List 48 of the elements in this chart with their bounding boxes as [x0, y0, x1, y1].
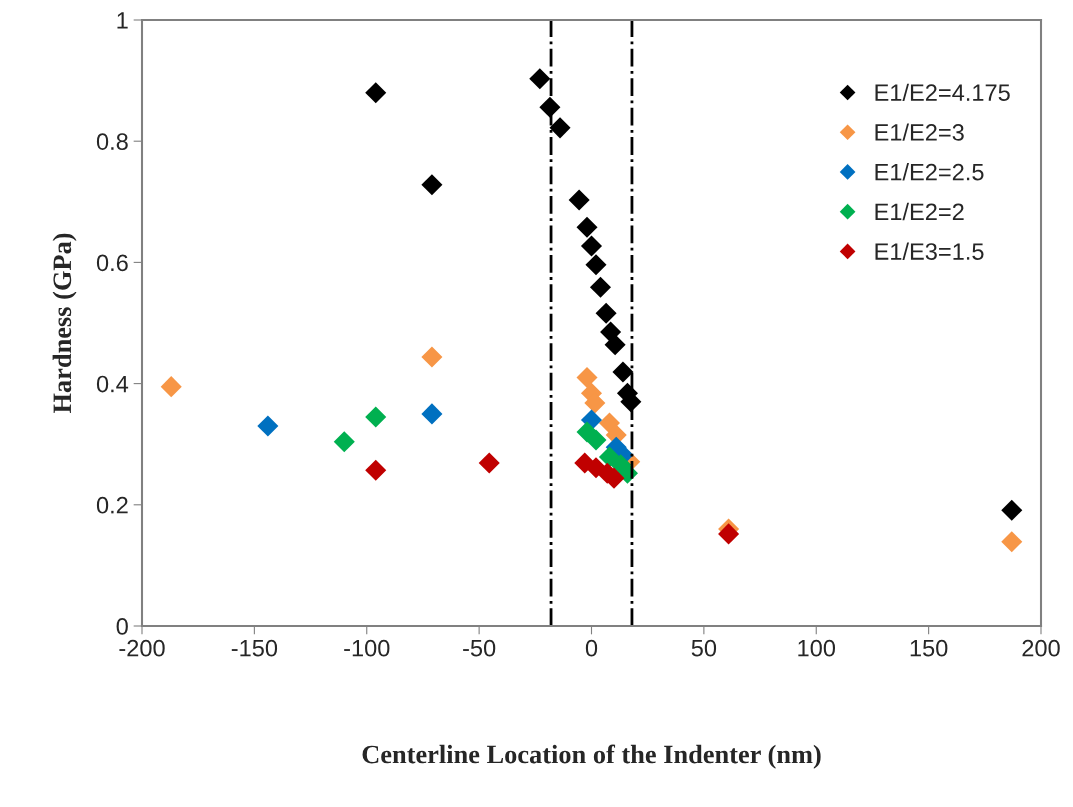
- x-tick-label: -200: [119, 639, 165, 657]
- legend-label: E1/E2=2: [875, 202, 964, 221]
- legend-label: E1/E2=4.175: [875, 83, 1010, 102]
- point: [257, 415, 279, 437]
- x-tick-label: -100: [344, 639, 390, 657]
- point: [568, 189, 590, 211]
- point: [598, 412, 621, 434]
- y-tick-label: 0.8: [96, 133, 128, 150]
- point: [421, 174, 443, 196]
- point: [365, 406, 387, 428]
- point: [604, 334, 626, 356]
- point: [1001, 499, 1023, 521]
- y-tick-label: 0: [116, 618, 128, 635]
- point: [576, 367, 598, 389]
- point: [478, 452, 500, 474]
- x-tick-label: -150: [231, 639, 278, 657]
- point: [1001, 531, 1023, 553]
- legend-label: E1/E2=2.5: [875, 163, 984, 181]
- point: [160, 376, 182, 398]
- legend-label: E1/E2=3: [875, 123, 964, 141]
- x-tick-label: 50: [691, 639, 717, 657]
- point: [529, 68, 551, 90]
- y-tick-label: 0.6: [96, 254, 128, 272]
- point: [612, 361, 634, 383]
- point: [365, 82, 387, 104]
- point: [576, 216, 598, 238]
- point: [718, 523, 740, 545]
- x-tick-label: 0: [585, 639, 598, 657]
- point: [595, 302, 617, 324]
- point: [421, 403, 443, 425]
- point: [365, 459, 387, 481]
- x-tick-label: 150: [910, 639, 948, 657]
- y-tick-label: 1: [117, 12, 128, 29]
- point: [589, 276, 612, 298]
- legend-label: E1/E3=1.5: [875, 242, 984, 260]
- point: [580, 235, 603, 257]
- x-tick-label: -50: [463, 639, 496, 657]
- y-axis-title: Hardness (GPa): [52, 233, 77, 414]
- point: [585, 429, 607, 451]
- y-tick-label: 0.2: [96, 496, 128, 514]
- point: [333, 431, 355, 453]
- point: [585, 254, 607, 276]
- x-tick-label: 100: [798, 639, 836, 657]
- x-axis-title: Centerline Location of the Indenter (nm): [362, 744, 821, 769]
- point: [421, 346, 443, 368]
- point: [549, 117, 571, 139]
- x-tick-label: 200: [1022, 639, 1060, 657]
- y-tick-label: 0.4: [96, 375, 129, 393]
